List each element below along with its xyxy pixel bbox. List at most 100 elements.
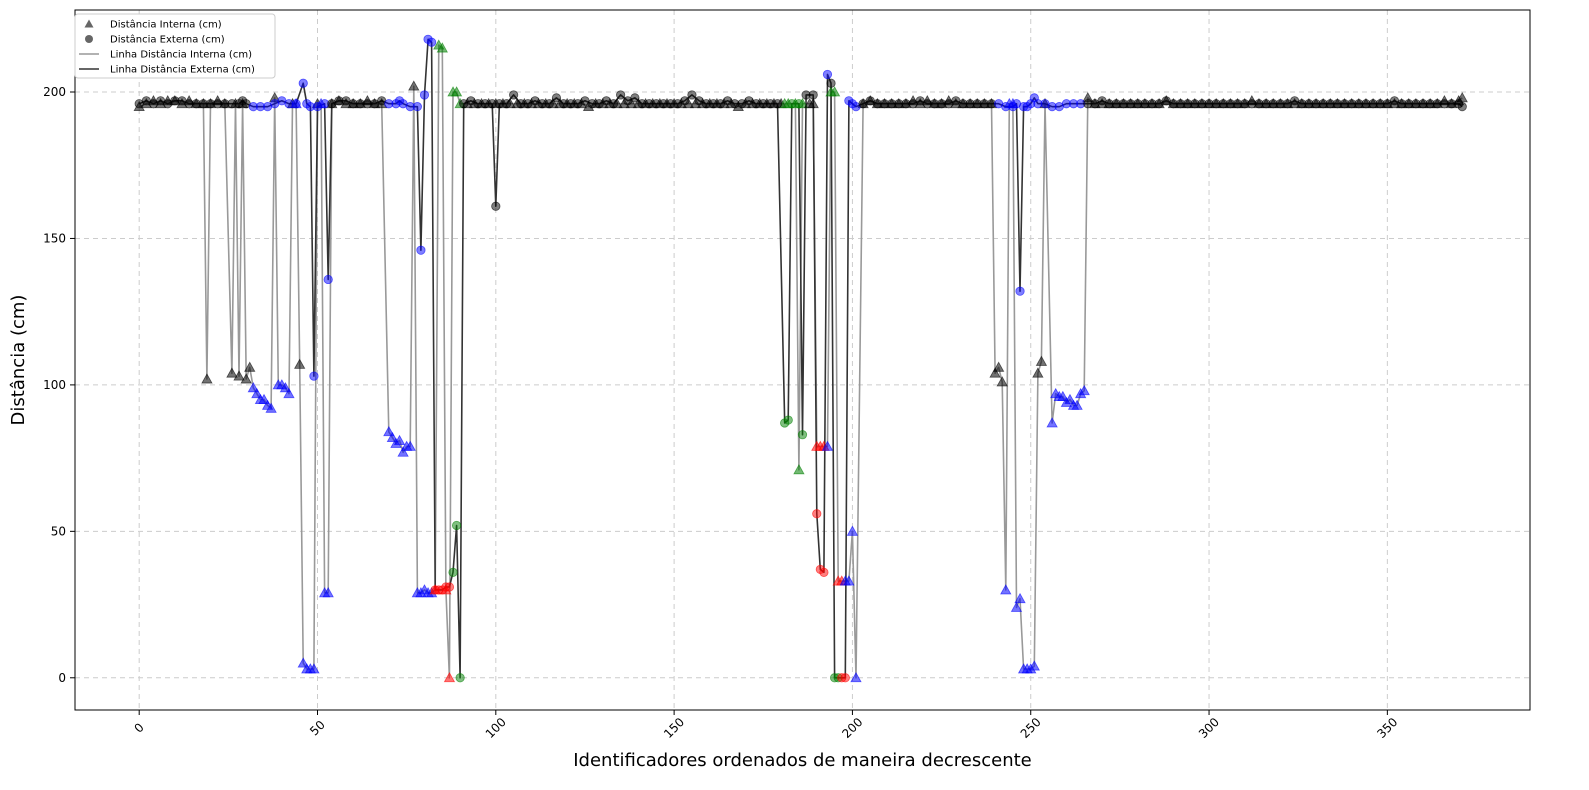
externa-point — [783, 415, 793, 425]
externa-point — [822, 69, 833, 80]
legend-label: Linha Distância Interna (cm) — [110, 49, 252, 61]
legend: Distância Interna (cm) Distância Externa … — [74, 13, 276, 79]
interna-point — [1046, 417, 1058, 428]
interna-point — [404, 440, 416, 451]
externa-point — [309, 371, 319, 381]
interna-point — [1014, 592, 1026, 604]
interna-point — [1064, 393, 1076, 404]
externa-point — [772, 99, 783, 109]
interna-point — [992, 361, 1005, 372]
interna-point — [308, 663, 320, 674]
interna-point — [383, 425, 395, 437]
externa-point — [630, 93, 640, 103]
externa-point — [826, 78, 836, 88]
externa-point — [451, 520, 462, 531]
externa-point — [812, 509, 822, 519]
externa-point — [491, 201, 501, 211]
interna-point — [279, 382, 292, 393]
externa-point — [819, 567, 829, 577]
interna-point — [850, 671, 862, 683]
y-tick-label: 0 — [58, 671, 66, 685]
externa-point — [416, 245, 426, 255]
interna-point — [843, 575, 855, 586]
axis-ticks: 0 50 100 150 200 250 300 350 0 50 100 150 200 — [43, 85, 1400, 741]
interna-point — [989, 367, 1001, 378]
legend-triangle-icon — [84, 19, 94, 28]
interna-point — [322, 587, 334, 598]
externa-point — [616, 90, 626, 100]
interna-point — [1035, 355, 1048, 366]
externa-point — [298, 78, 308, 88]
y-tick-label: 50 — [51, 524, 66, 538]
externa-point — [419, 90, 430, 100]
x-tick-label: 50 — [307, 718, 328, 739]
interna-point — [283, 387, 295, 399]
x-tick-label: 0 — [132, 720, 147, 735]
x-tick-label: 350 — [1374, 715, 1400, 741]
series-markers — [133, 34, 1468, 683]
interna-point — [265, 402, 277, 413]
interna-point — [443, 671, 456, 683]
interna-point — [1028, 660, 1040, 671]
interna-point — [233, 370, 245, 381]
externa-point — [448, 567, 458, 577]
interna-point — [386, 431, 399, 443]
x-tick-label: 150 — [661, 715, 687, 741]
legend-label: Distância Externa (cm) — [110, 34, 225, 46]
externa-point — [680, 96, 690, 106]
interna-point — [1071, 399, 1083, 410]
interna-point — [247, 382, 259, 393]
externa-point — [455, 673, 465, 683]
externa-point — [1015, 286, 1025, 296]
externa-point — [797, 430, 808, 440]
externa-point — [608, 99, 619, 109]
interna-point — [1010, 601, 1023, 612]
interna-point — [1057, 390, 1069, 402]
legend-label: Distância Interna (cm) — [110, 19, 222, 31]
externa-point — [840, 673, 850, 683]
y-tick-label: 200 — [43, 85, 66, 99]
interna-point — [393, 434, 406, 445]
interna-point — [397, 446, 409, 457]
interna-point — [244, 361, 256, 372]
externa-point — [551, 93, 562, 103]
y-tick-label: 100 — [43, 378, 66, 392]
x-tick-label: 200 — [839, 715, 865, 741]
externa-point — [808, 90, 818, 100]
interna-point — [821, 440, 834, 451]
interna-point — [1000, 584, 1012, 595]
interna-point — [240, 373, 252, 384]
interna-point — [201, 373, 213, 384]
externa-point — [427, 37, 437, 47]
line-distancia-interna — [138, 44, 1463, 679]
legend-label: Linha Distância Externa (cm) — [110, 64, 255, 76]
interna-point — [258, 393, 270, 404]
interna-point — [293, 358, 306, 369]
y-tick-label: 150 — [43, 231, 66, 245]
interna-point — [996, 376, 1008, 387]
externa-point — [687, 90, 697, 100]
legend-box — [74, 13, 276, 79]
x-tick-label: 300 — [1196, 715, 1222, 741]
interna-point — [1078, 384, 1090, 396]
externa-point — [323, 274, 333, 285]
x-axis-title: Identificadores ordenados de maneira dec… — [573, 750, 1032, 771]
x-tick-label: 100 — [483, 715, 509, 741]
plot-frame — [74, 9, 1531, 711]
externa-point — [501, 99, 512, 109]
interna-point — [846, 525, 859, 536]
interna-point — [436, 42, 448, 53]
interna-point — [297, 657, 309, 668]
interna-point — [251, 387, 263, 399]
interna-point — [793, 464, 805, 475]
y-axis-title: Distância (cm) — [8, 295, 29, 426]
interna-point — [1032, 367, 1044, 378]
externa-point — [544, 99, 554, 109]
interna-point — [408, 80, 420, 91]
externa-point — [291, 99, 301, 109]
externa-point — [1457, 102, 1467, 112]
externa-point — [444, 582, 455, 592]
interna-point — [828, 86, 841, 97]
